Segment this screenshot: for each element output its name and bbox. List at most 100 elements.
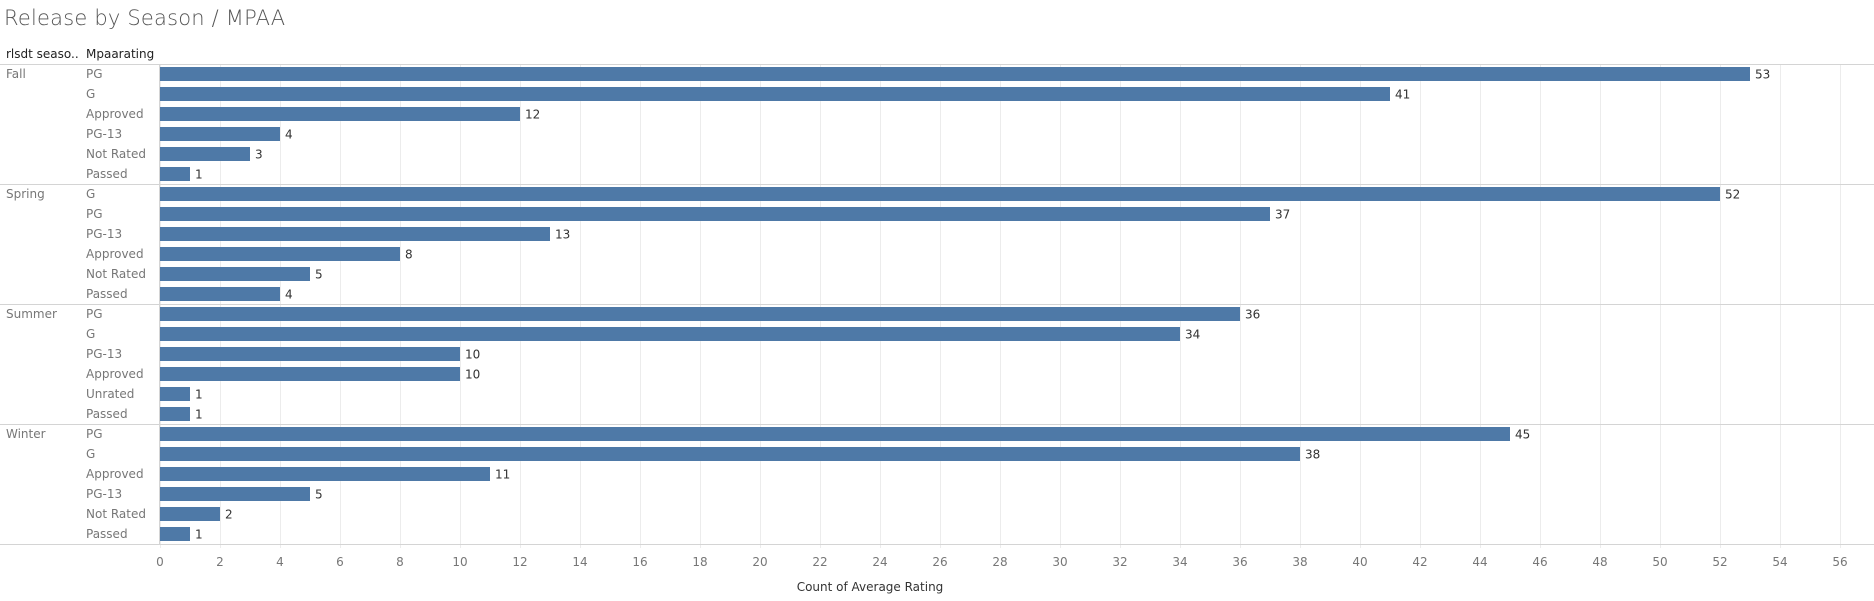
- x-tick-label: 54: [1772, 555, 1787, 569]
- bar[interactable]: [160, 207, 1270, 221]
- bar[interactable]: [160, 267, 310, 281]
- rating-label: PG: [86, 307, 103, 321]
- rating-label: PG-13: [86, 487, 122, 501]
- x-tick-label: 52: [1712, 555, 1727, 569]
- value-label: 10: [465, 368, 480, 382]
- x-tick-label: 14: [572, 555, 587, 569]
- bar[interactable]: [160, 507, 220, 521]
- x-tick-label: 22: [812, 555, 827, 569]
- chart-title: Release by Season / MPAA: [4, 6, 286, 30]
- bar[interactable]: [160, 127, 280, 141]
- bar[interactable]: [160, 187, 1720, 201]
- x-tick-label: 48: [1592, 555, 1607, 569]
- x-axis-title: Count of Average Rating: [797, 580, 944, 594]
- x-tick-label: 26: [932, 555, 947, 569]
- rating-label: G: [86, 447, 95, 461]
- value-label: 5: [315, 488, 323, 502]
- bar[interactable]: [160, 107, 520, 121]
- value-label: 38: [1305, 448, 1320, 462]
- x-tick-label: 24: [872, 555, 887, 569]
- value-label: 5: [315, 268, 323, 282]
- x-tick-label: 40: [1352, 555, 1367, 569]
- x-tick-label: 0: [156, 555, 164, 569]
- x-tick-label: 46: [1532, 555, 1547, 569]
- rating-label: PG-13: [86, 227, 122, 241]
- value-label: 10: [465, 348, 480, 362]
- value-label: 53: [1755, 68, 1770, 82]
- season-column-header[interactable]: rlsdt seaso..: [6, 47, 79, 61]
- rating-label: Passed: [86, 167, 128, 181]
- x-tick-label: 42: [1412, 555, 1427, 569]
- x-tick-label: 8: [396, 555, 404, 569]
- value-label: 52: [1725, 188, 1740, 202]
- rating-label: PG: [86, 207, 103, 221]
- value-label: 13: [555, 228, 570, 242]
- rating-label: PG-13: [86, 127, 122, 141]
- bar[interactable]: [160, 447, 1300, 461]
- x-tick-label: 50: [1652, 555, 1667, 569]
- value-label: 4: [285, 288, 293, 302]
- x-tick-label: 18: [692, 555, 707, 569]
- bar[interactable]: [160, 407, 190, 421]
- season-label: Fall: [6, 67, 26, 81]
- bar[interactable]: [160, 367, 460, 381]
- bar[interactable]: [160, 167, 190, 181]
- rating-label: Passed: [86, 287, 128, 301]
- x-tick-label: 30: [1052, 555, 1067, 569]
- x-tick-label: 10: [452, 555, 467, 569]
- value-label: 4: [285, 128, 293, 142]
- bar[interactable]: [160, 427, 1510, 441]
- bar[interactable]: [160, 87, 1390, 101]
- x-tick-label: 36: [1232, 555, 1247, 569]
- x-tick-label: 56: [1832, 555, 1847, 569]
- value-label: 1: [195, 408, 203, 422]
- bar[interactable]: [160, 67, 1750, 81]
- season-label: Spring: [6, 187, 45, 201]
- x-tick-label: 38: [1292, 555, 1307, 569]
- x-tick-label: 44: [1472, 555, 1487, 569]
- rating-label: Approved: [86, 367, 144, 381]
- rating-label: Not Rated: [86, 267, 146, 281]
- bar[interactable]: [160, 327, 1180, 341]
- x-tick-label: 2: [216, 555, 224, 569]
- bar[interactable]: [160, 467, 490, 481]
- season-label: Winter: [6, 427, 46, 441]
- bar[interactable]: [160, 147, 250, 161]
- x-tick-label: 12: [512, 555, 527, 569]
- x-tick-label: 16: [632, 555, 647, 569]
- value-label: 45: [1515, 428, 1530, 442]
- x-tick-label: 4: [276, 555, 284, 569]
- bar[interactable]: [160, 347, 460, 361]
- bar[interactable]: [160, 247, 400, 261]
- value-label: 1: [195, 168, 203, 182]
- rating-label: PG: [86, 67, 103, 81]
- rating-label: Approved: [86, 107, 144, 121]
- x-tick-label: 20: [752, 555, 767, 569]
- value-label: 1: [195, 388, 203, 402]
- rating-label: Not Rated: [86, 147, 146, 161]
- x-tick-label: 6: [336, 555, 344, 569]
- value-label: 3: [255, 148, 263, 162]
- rating-label: Passed: [86, 527, 128, 541]
- rating-column-header[interactable]: Mpaarating: [86, 47, 155, 61]
- x-tick-label: 28: [992, 555, 1007, 569]
- bar[interactable]: [160, 307, 1240, 321]
- bar[interactable]: [160, 227, 550, 241]
- value-label: 37: [1275, 208, 1290, 222]
- value-label: 36: [1245, 308, 1260, 322]
- rating-label: G: [86, 87, 95, 101]
- bar[interactable]: [160, 387, 190, 401]
- value-label: 1: [195, 528, 203, 542]
- rating-label: Passed: [86, 407, 128, 421]
- value-label: 12: [525, 108, 540, 122]
- bar[interactable]: [160, 487, 310, 501]
- x-tick-label: 32: [1112, 555, 1127, 569]
- value-label: 2: [225, 508, 233, 522]
- value-label: 41: [1395, 88, 1410, 102]
- rating-label: Approved: [86, 247, 144, 261]
- rating-label: Unrated: [86, 387, 134, 401]
- bar[interactable]: [160, 287, 280, 301]
- bar[interactable]: [160, 527, 190, 541]
- x-tick-label: 34: [1172, 555, 1187, 569]
